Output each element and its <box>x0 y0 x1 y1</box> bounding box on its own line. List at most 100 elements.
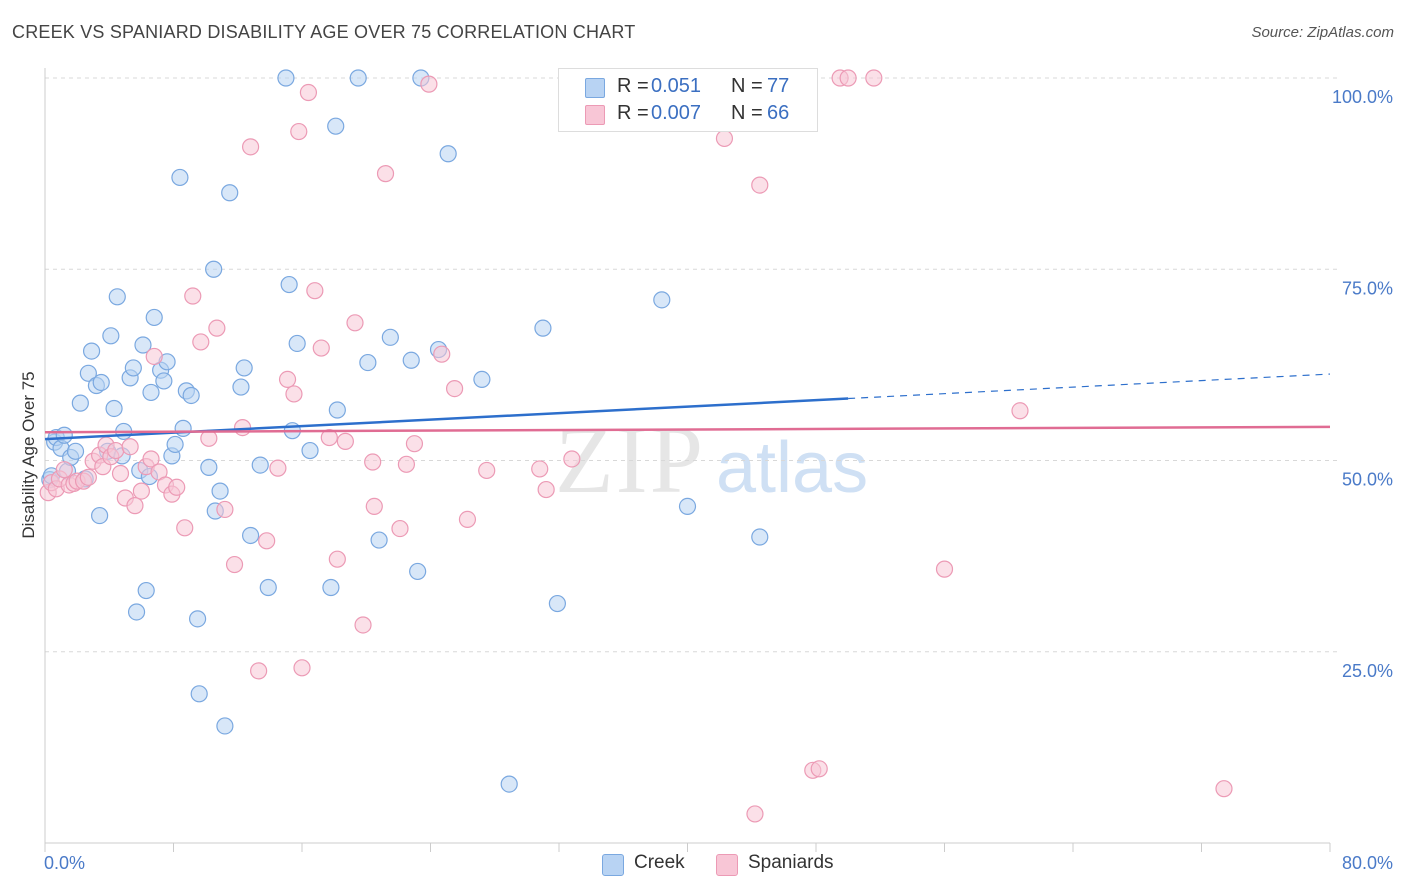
creek-point <box>200 458 218 476</box>
creek-point <box>174 419 192 437</box>
creek-point <box>182 386 200 405</box>
creek-trend-extension <box>848 373 1331 400</box>
spaniards-point <box>365 497 383 515</box>
spaniards-point <box>132 482 150 500</box>
spaniards-point <box>290 122 308 141</box>
spaniards-point <box>184 287 202 305</box>
source-label: Source: ZipAtlas.com <box>1251 24 1394 41</box>
spaniards-legend-label: Spaniards <box>748 852 834 873</box>
spaniards-point <box>751 176 769 194</box>
creek-point <box>251 456 269 474</box>
creek-point <box>166 435 184 454</box>
spaniards-r-label: R = <box>617 102 649 124</box>
creek-point <box>751 528 769 546</box>
creek-point <box>79 364 97 382</box>
spaniards-point <box>293 659 311 677</box>
y-tick-label: 100.0% <box>1332 87 1393 107</box>
creek-point <box>155 372 173 390</box>
spaniards-point <box>1011 402 1029 420</box>
creek-swatch <box>585 78 605 98</box>
spaniards-point <box>563 450 581 468</box>
creek-point <box>277 69 295 87</box>
creek-point <box>235 359 253 377</box>
spaniards-point <box>121 438 139 456</box>
creek-point <box>105 399 123 418</box>
spaniards-point <box>111 464 130 483</box>
chart-title: CREEK VS SPANIARD DISABILITY AGE OVER 75… <box>12 22 636 42</box>
creek-point <box>102 327 120 345</box>
creek-point <box>91 506 109 525</box>
creek-point <box>188 610 207 628</box>
y-tick-label: 75.0% <box>1342 278 1393 298</box>
creek-point <box>221 184 239 202</box>
creek-point <box>127 603 146 621</box>
spaniards-point <box>364 453 382 471</box>
creek-point <box>653 291 671 309</box>
spaniards-point <box>531 460 549 478</box>
creek-point <box>211 482 229 500</box>
spaniards-point <box>107 441 125 460</box>
spaniards-point <box>285 385 303 403</box>
spaniards-point <box>142 450 160 468</box>
creek-point <box>205 260 223 278</box>
x-tick-label: 0.0% <box>44 853 85 873</box>
y-tick-label: 50.0% <box>1342 470 1393 490</box>
spaniards-point <box>354 616 372 634</box>
spaniards-point <box>445 379 464 398</box>
spaniards-point <box>328 550 346 568</box>
spaniards-point <box>376 165 395 183</box>
spaniards-point <box>320 428 338 447</box>
creek-point <box>534 319 552 337</box>
creek-point <box>232 378 250 396</box>
spaniards-point <box>242 138 260 156</box>
creek-point <box>327 117 345 135</box>
spaniards-point <box>478 461 496 480</box>
spaniards-legend-swatch <box>716 854 738 876</box>
spaniards-point <box>1215 780 1233 798</box>
creek-point <box>409 562 427 581</box>
creek-point <box>500 775 518 793</box>
creek-point <box>145 308 163 327</box>
spaniards-r-value: 0.007 <box>651 102 702 124</box>
x-tick-label: 80.0% <box>1342 853 1393 873</box>
creek-legend-label: Creek <box>634 852 685 873</box>
spaniards-point <box>168 478 186 496</box>
creek-point <box>359 353 377 372</box>
spaniards-point <box>346 314 364 332</box>
spaniards-point <box>839 69 857 87</box>
creek-point <box>82 342 101 360</box>
spaniards-n-label: N = <box>731 102 763 124</box>
creek-point <box>548 594 566 613</box>
spaniards-point <box>312 339 330 357</box>
spaniards-point <box>746 805 764 823</box>
spaniards-point <box>433 345 451 363</box>
creek-n-label: N = <box>731 75 763 97</box>
creek-point <box>124 359 142 377</box>
creek-point <box>190 685 208 703</box>
creek-r-value: 0.051 <box>651 75 702 97</box>
creek-point <box>259 578 277 597</box>
correlation-legend: R = 0.051 N = 77 R = 0.007 N = 66 <box>558 68 818 132</box>
spaniards-point <box>278 370 297 389</box>
spaniards-point <box>306 282 324 300</box>
spaniards-point <box>458 510 477 529</box>
creek-point <box>242 526 260 545</box>
creek-point <box>288 334 306 353</box>
creek-point <box>473 370 491 389</box>
creek-point <box>402 351 420 369</box>
spaniards-point <box>258 532 276 550</box>
spaniards-point <box>397 455 416 473</box>
spaniards-point <box>176 519 194 537</box>
creek-point <box>171 168 189 187</box>
spaniards-point <box>299 83 318 102</box>
spaniards-swatch <box>585 105 605 125</box>
creek-point <box>328 401 346 419</box>
creek-point <box>66 442 85 460</box>
spaniards-trend-line <box>44 425 1331 434</box>
creek-point <box>370 531 388 549</box>
spaniards-point <box>79 468 97 486</box>
creek-point <box>142 383 160 402</box>
creek-point <box>134 336 152 354</box>
spaniards-point <box>250 662 268 680</box>
